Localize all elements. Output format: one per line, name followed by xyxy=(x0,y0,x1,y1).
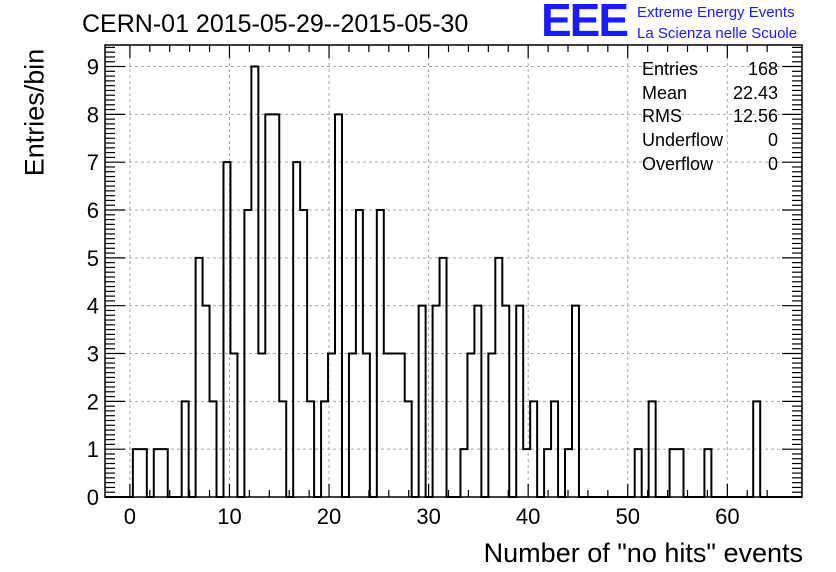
y-tick-label: 8 xyxy=(87,102,99,127)
plot-frame xyxy=(104,44,803,498)
y-tick-label: 0 xyxy=(87,485,99,510)
stats-rms-label: RMS xyxy=(642,106,682,127)
stats-rms-value: 12.56 xyxy=(732,106,778,127)
y-axis-label: Entries/bin xyxy=(19,48,50,177)
x-axis-label: Number of "no hits" events xyxy=(483,538,803,568)
x-tick-label: 0 xyxy=(124,504,136,529)
stats-row-overflow: Overflow 0 xyxy=(642,154,778,178)
x-tick-label: 40 xyxy=(516,504,540,529)
y-tick-label: 7 xyxy=(87,150,99,175)
stats-underflow-label: Underflow xyxy=(642,130,724,151)
x-tick-label: 20 xyxy=(317,504,341,529)
stats-mean-label: Mean xyxy=(642,82,688,103)
logo-line-2: La Scienza nelle Scuole xyxy=(637,25,798,42)
stats-row-mean: Mean 22.43 xyxy=(642,83,778,107)
y-tick-label: 1 xyxy=(87,437,99,462)
y-tick-label: 3 xyxy=(87,342,99,367)
y-tick-label: 5 xyxy=(87,246,99,271)
logo-line-1: Extreme Energy Events xyxy=(637,4,795,21)
stats-overflow-label: Overflow xyxy=(642,153,714,174)
eee-logo: EEE xyxy=(541,0,629,46)
y-tick-label: 6 xyxy=(87,198,99,223)
stats-underflow-value: 0 xyxy=(767,130,778,151)
stats-overflow-value: 0 xyxy=(767,153,778,174)
chart-title: CERN-01 2015-05-29--2015-05-30 xyxy=(82,10,469,38)
y-tick-label: 4 xyxy=(87,294,99,319)
x-tick-label: 50 xyxy=(616,504,640,529)
stats-entries-label: Entries xyxy=(642,59,699,79)
y-tick-label: 9 xyxy=(87,55,99,80)
stats-row-rms: RMS 12.56 xyxy=(642,106,778,130)
stats-row-underflow: Underflow 0 xyxy=(642,130,778,154)
x-tick-label: 60 xyxy=(715,504,739,529)
stats-row-entries: Entries 168 xyxy=(642,59,778,83)
x-tick-label: 30 xyxy=(416,504,440,529)
y-tick-label: 2 xyxy=(87,389,99,414)
stats-mean-value: 22.43 xyxy=(732,82,778,103)
stats-box: Entries 168 Mean 22.43 RMS 12.56 Underfl… xyxy=(642,59,778,177)
stats-entries-value: 168 xyxy=(747,59,778,79)
x-tick-label: 10 xyxy=(217,504,241,529)
